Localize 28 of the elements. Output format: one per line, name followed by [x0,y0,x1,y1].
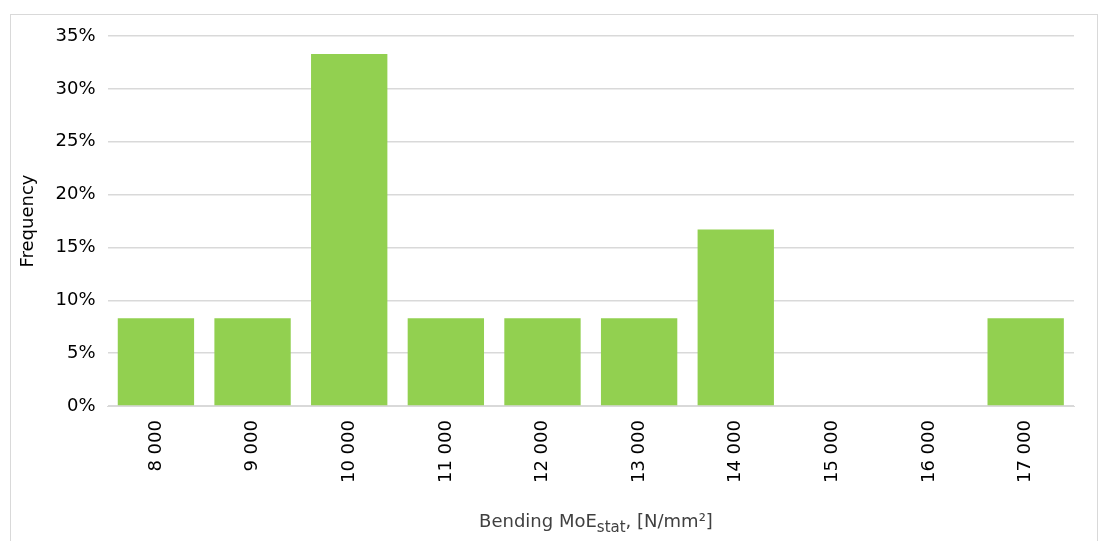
bar [697,229,774,406]
x-tick-label: 14 000 [723,420,745,483]
y-tick-label: 35% [55,23,96,45]
x-tick-label: 8 000 [143,420,165,472]
bar [987,318,1064,406]
bar [311,53,388,406]
y-tick-label: 20% [55,182,96,204]
x-tick-label: 17 000 [1013,420,1035,483]
bar [600,318,678,406]
y-tick-label: 25% [55,129,96,151]
x-axis-title: Bending MoE$_{stat}$, [N/mm²] [478,510,714,536]
y-tick-label: 5% [67,340,96,362]
x-tick-label: 12 000 [530,420,552,483]
x-tick-label: 11 000 [433,420,455,483]
bar [214,318,291,406]
bar [407,318,485,406]
x-tick-label: 9 000 [240,420,262,472]
y-tick-label: 10% [55,287,96,309]
x-tick-label: 10 000 [336,420,358,483]
y-axis-title: Frequency [16,174,38,268]
y-tick-label: 0% [67,393,96,415]
y-tick-label: 15% [55,235,96,257]
x-tick-label: 16 000 [916,420,938,483]
x-tick-label: 15 000 [820,420,842,483]
bar [117,318,195,406]
y-tick-label: 30% [55,76,96,98]
x-tick-label: 13 000 [626,420,648,483]
bar [504,318,581,406]
